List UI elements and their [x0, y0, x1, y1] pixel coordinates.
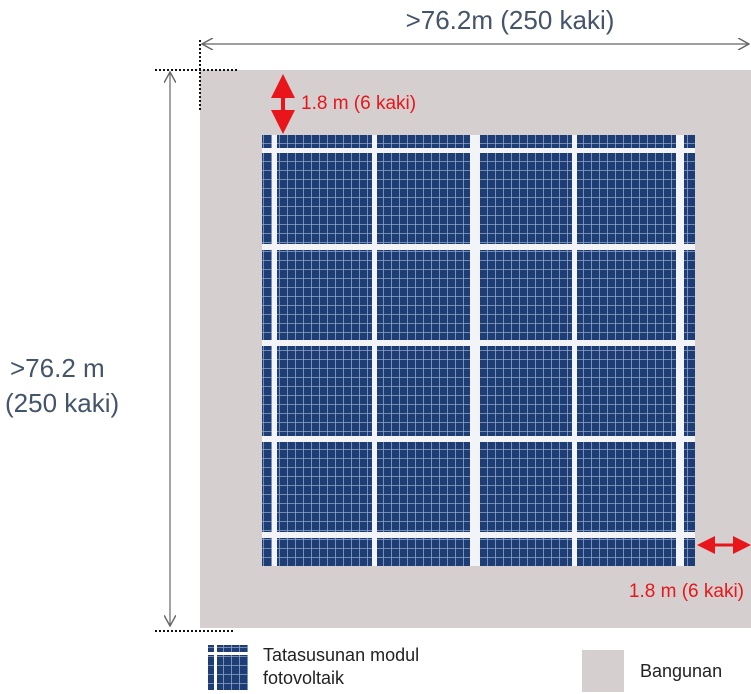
width-label: >76.2m (250 kaki)	[406, 5, 615, 35]
corner-guides	[155, 40, 238, 632]
top-setback-label: 1.8 m (6 kaki)	[301, 93, 416, 114]
legend-label: Bangunan	[640, 661, 722, 681]
legend-label: fotovoltaik	[263, 668, 345, 688]
legend-building-icon	[582, 650, 624, 692]
height-label: >76.2 m	[10, 353, 105, 383]
legend-label: Tatasusunan modul	[263, 645, 419, 665]
height-label: (250 kaki)	[5, 388, 119, 418]
pv-array	[262, 135, 695, 566]
side-setback-label: 1.8 m (6 kaki)	[629, 581, 744, 602]
legend-array-icon	[208, 645, 248, 690]
